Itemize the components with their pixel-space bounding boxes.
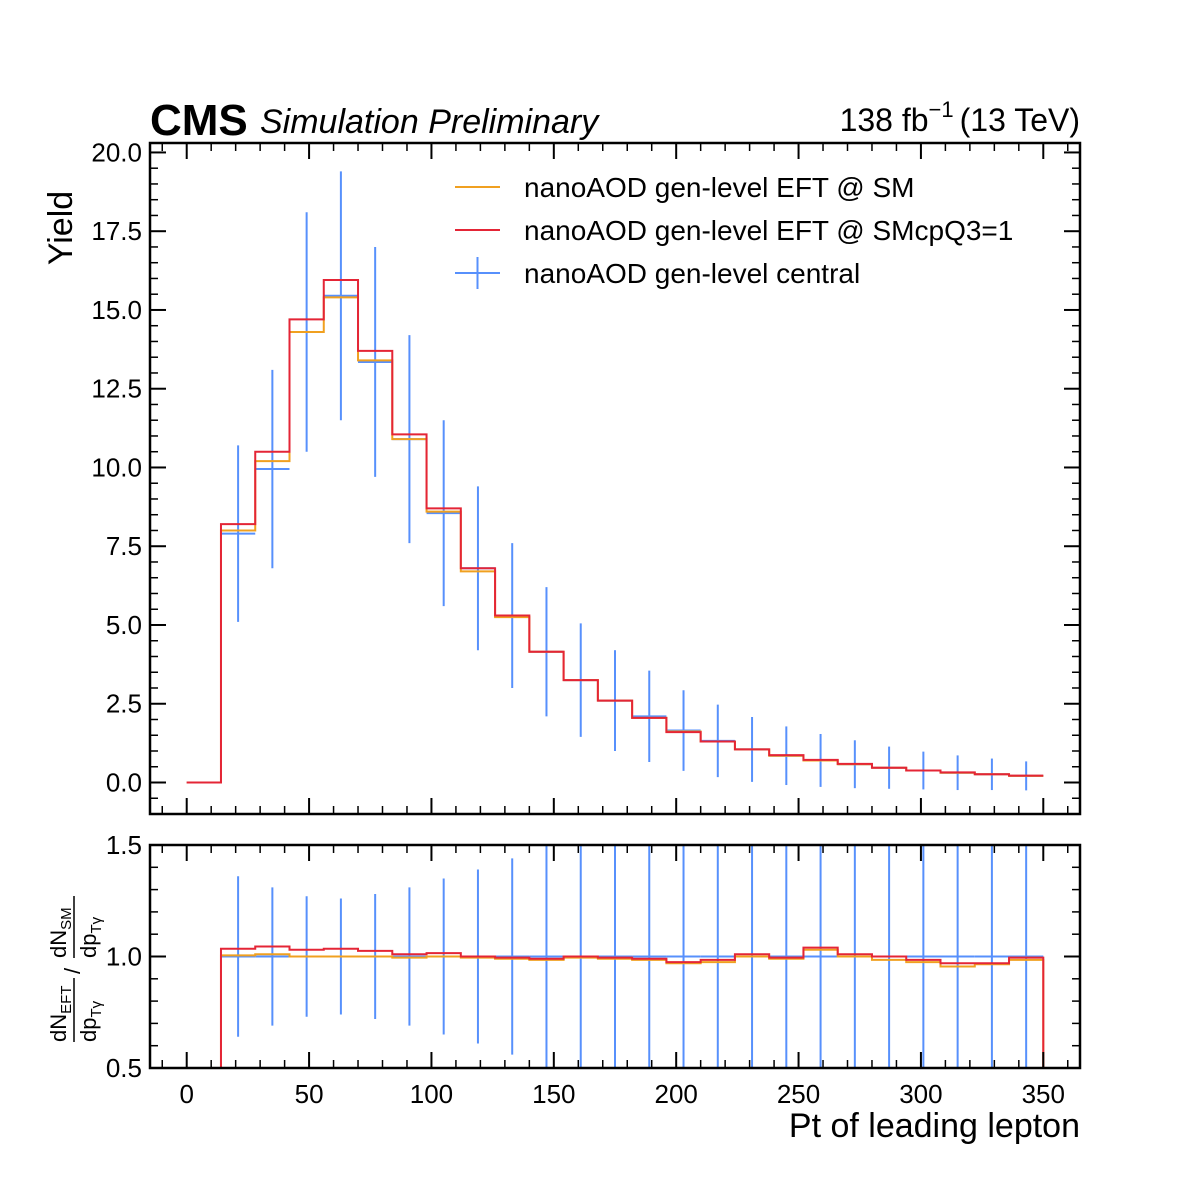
x-tick-label: 250 [777, 1079, 820, 1109]
main-panel: 0.0 2.5 5.0 7.5 10.0 12.5 15.0 17.5 20.0 Yield n… [42, 137, 1082, 816]
legend: nanoAOD gen-level EFT @ SM nanoAOD gen-le… [455, 172, 1013, 289]
ratio-y-axis-title: dNEFT dpTγ / dNSM dpTγ [46, 896, 105, 1042]
x-tick-label: 300 [899, 1079, 942, 1109]
x-tick-label: 0 [179, 1079, 193, 1109]
x-tick-label: 150 [532, 1079, 575, 1109]
main-y-tick-label: 2.5 [106, 689, 142, 719]
svg-text:dNSM: dNSM [46, 907, 75, 958]
svg-text:/: / [60, 967, 85, 974]
x-tick-label: 50 [295, 1079, 324, 1109]
ratio-sm-step [219, 948, 1045, 1068]
ratio-y-tick-label: 1.5 [106, 830, 142, 860]
x-axis-title: Pt of leading lepton [789, 1107, 1080, 1145]
main-y-tick-label: 0.0 [106, 767, 142, 797]
main-y-tick-label: 7.5 [106, 531, 142, 561]
svg-text:dpTγ: dpTγ [76, 1000, 105, 1042]
simulation-label: Simulation Preliminary [260, 103, 600, 141]
main-y-tick-label: 5.0 [106, 610, 142, 640]
legend-label: nanoAOD gen-level central [524, 258, 860, 289]
x-tick-label: 200 [654, 1079, 697, 1109]
main-frame [148, 141, 1082, 816]
x-tick-label: 100 [410, 1079, 453, 1109]
main-y-tick-label: 20.0 [91, 137, 142, 167]
main-y-tick-label: 12.5 [91, 374, 142, 404]
main-y-tick-label: 15.0 [91, 295, 142, 325]
x-tick-label: 350 [1022, 1079, 1065, 1109]
ratio-panel: 0.5 1.0 1.5 0 50 100 150 200 250 300 350 dNEFT dp… [46, 830, 1082, 1145]
legend-label: nanoAOD gen-level EFT @ SMcpQ3=1 [524, 215, 1013, 246]
ratio-eft-step [219, 945, 1045, 1068]
svg-text:dpTγ: dpTγ [76, 916, 105, 958]
legend-label: nanoAOD gen-level EFT @ SM [524, 172, 915, 203]
eft-series-step [186, 279, 1044, 784]
main-y-tick-label: 17.5 [91, 216, 142, 246]
ratio-y-tick-label: 0.5 [106, 1053, 142, 1083]
luminosity-label: 138 fb−1 (13 TeV) [840, 97, 1080, 138]
main-y-tick-label: 10.0 [91, 452, 142, 482]
experiment-label: CMS [150, 96, 248, 145]
svg-text:dNEFT: dNEFT [46, 986, 75, 1042]
main-y-axis-title: Yield [42, 191, 80, 265]
ratio-y-tick-label: 1.0 [106, 942, 142, 972]
